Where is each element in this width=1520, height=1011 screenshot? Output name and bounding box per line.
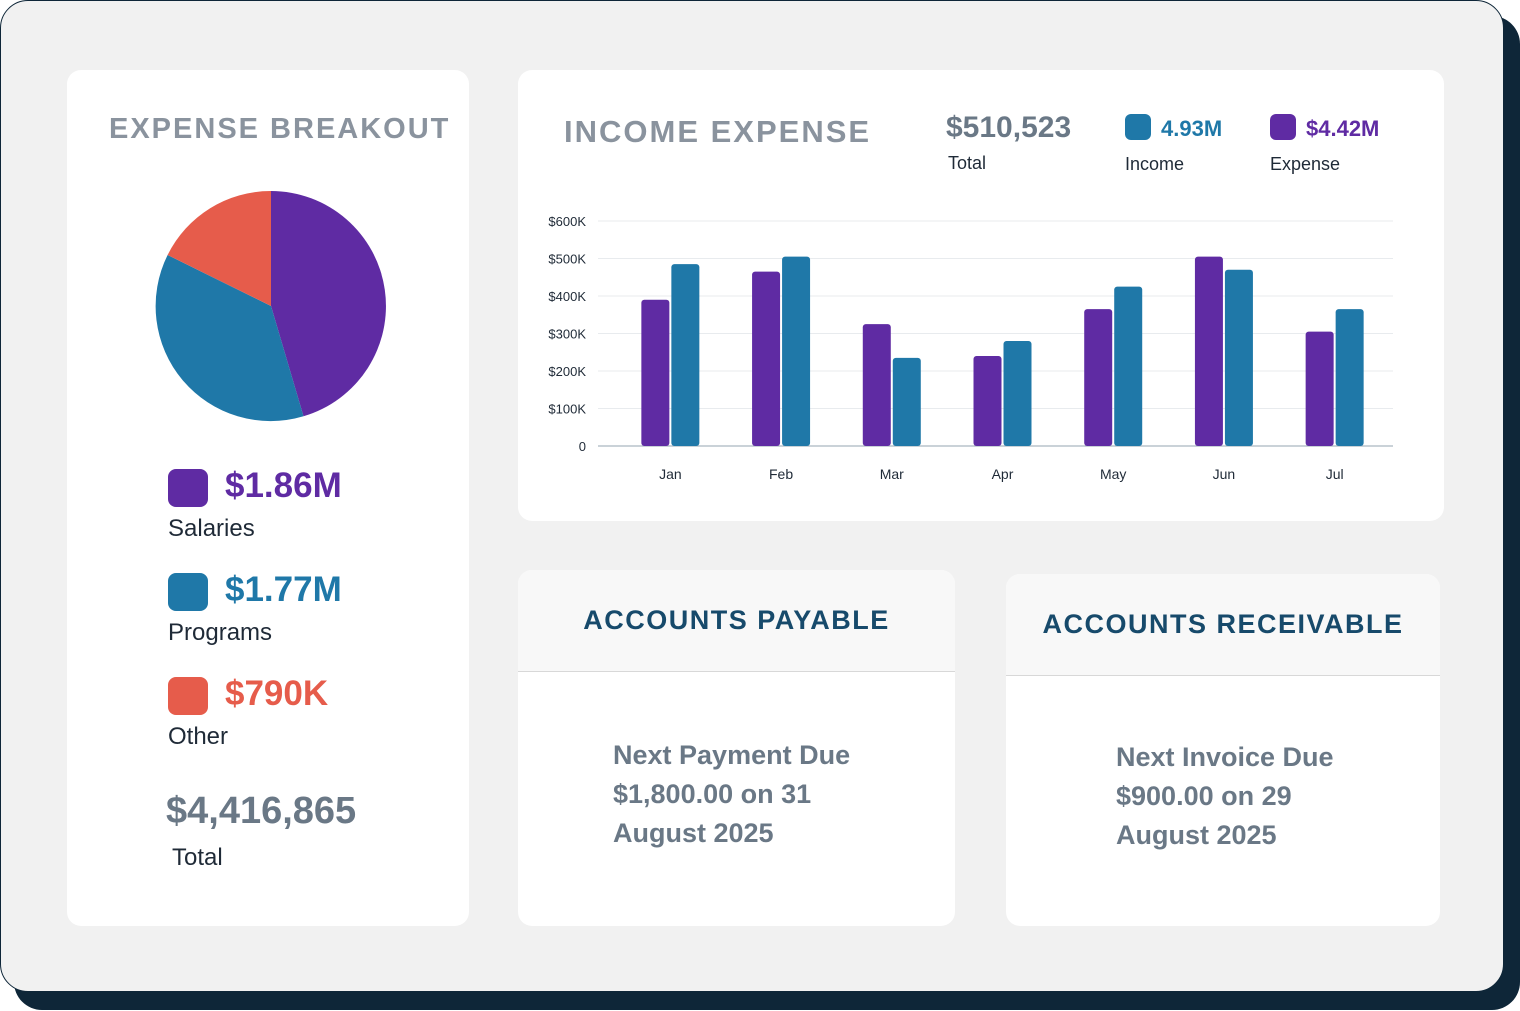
kpi-total-value: $510,523 [946,111,1072,144]
bar-expense-feb[interactable] [752,271,781,446]
bar-income-jan[interactable] [671,264,700,446]
income-expense-title: INCOME EXPENSE [564,114,872,149]
bar-income-jun[interactable] [1224,269,1253,446]
payable-line-3: August 2025 [613,818,774,848]
accounts-payable-header: ACCOUNTS PAYABLE [518,570,955,672]
receivable-line-3: August 2025 [1116,820,1277,850]
kpi-expense: $4.42M Expense [1270,114,1379,175]
expense-total-value: $4,416,865 [166,790,357,832]
x-tick-label: Jun [1213,466,1236,482]
y-tick-label: $200K [548,364,586,379]
x-tick-label: Jan [659,466,682,482]
accounts-payable-card[interactable]: ACCOUNTS PAYABLE Next Payment Due $1,800… [518,570,955,926]
bar-expense-mar[interactable] [862,324,891,446]
x-tick-label: Mar [880,466,904,482]
y-tick-label: $400K [548,289,586,304]
payable-line-2: $1,800.00 on 31 [613,779,812,809]
salaries-label: Salaries [168,515,255,542]
kpi-total: $510,523 Total [946,111,1071,174]
kpi-expense-label: Expense [1270,154,1341,174]
receivable-line-1: Next Invoice Due [1116,742,1334,772]
salaries-swatch [168,469,208,507]
income-expense-card: INCOME EXPENSE $510,523 Total 4.93M Inco… [518,70,1444,521]
other-swatch [168,677,208,715]
programs-label: Programs [168,619,273,646]
pie-slice-programs[interactable] [155,255,304,422]
income-expense-bar-chart: 0 $100K $200K $300K $400K $500K $600K Jan Feb Mar… [548,214,1393,482]
bar-income-feb[interactable] [782,256,811,446]
expense-swatch [1270,114,1296,140]
y-tick-label: $500K [548,252,586,267]
accounts-receivable-card[interactable]: ACCOUNTS RECEIVABLE Next Invoice Due $90… [1006,574,1440,926]
programs-value: $1.77M [225,570,342,609]
kpi-income-label: Income [1125,154,1185,174]
expense-total-label: Total [172,844,223,871]
pie-slice-salaries[interactable] [271,191,386,417]
x-tick-label: Jul [1326,466,1344,482]
x-tick-label: May [1100,466,1126,482]
expense-breakout-title: EXPENSE BREAKOUT [109,113,451,145]
accounts-payable-title: ACCOUNTS PAYABLE [583,605,890,635]
bar-expense-jan[interactable] [641,299,670,446]
dashboard-frame: EXPENSE BREAKOUT $1.86M Salaries $1.77M … [0,0,1504,992]
expense-pie-chart[interactable] [155,190,387,422]
x-tick-label: Feb [769,466,793,482]
other-value: $790K [225,674,329,713]
accounts-receivable-header: ACCOUNTS RECEIVABLE [1006,574,1440,676]
x-tick-label: Apr [992,466,1014,482]
y-tick-label: $600K [548,214,586,229]
kpi-income: 4.93M Income [1125,114,1222,175]
bar-income-jul[interactable] [1335,309,1364,446]
receivable-line-2: $900.00 on 29 [1116,781,1292,811]
kpi-income-value: 4.93M [1161,116,1223,141]
bar-income-may[interactable] [1114,286,1143,446]
payable-line-1: Next Payment Due [613,740,851,770]
bar-expense-jul[interactable] [1305,331,1334,446]
accounts-receivable-title: ACCOUNTS RECEIVABLE [1042,609,1404,639]
accounts-payable-body: Next Payment Due $1,800.00 on 31 August … [613,736,913,853]
y-tick-label: 0 [579,439,586,454]
bar-expense-apr[interactable] [973,356,1002,446]
y-tick-label: $300K [548,327,586,342]
other-label: Other [168,723,229,750]
bar-expense-may[interactable] [1084,309,1113,446]
expense-breakout-card: EXPENSE BREAKOUT $1.86M Salaries $1.77M … [67,70,469,926]
programs-swatch [168,573,208,611]
bar-expense-jun[interactable] [1194,256,1223,446]
salaries-value: $1.86M [225,466,342,505]
bar-income-apr[interactable] [1003,341,1032,446]
accounts-receivable-body: Next Invoice Due $900.00 on 29 August 20… [1116,738,1416,855]
income-swatch [1125,114,1151,140]
kpi-expense-value: $4.42M [1306,116,1380,141]
pie-slice-other[interactable] [167,190,271,306]
bar-income-mar[interactable] [892,357,921,446]
y-tick-label: $100K [548,402,586,417]
kpi-total-label: Total [948,153,987,173]
